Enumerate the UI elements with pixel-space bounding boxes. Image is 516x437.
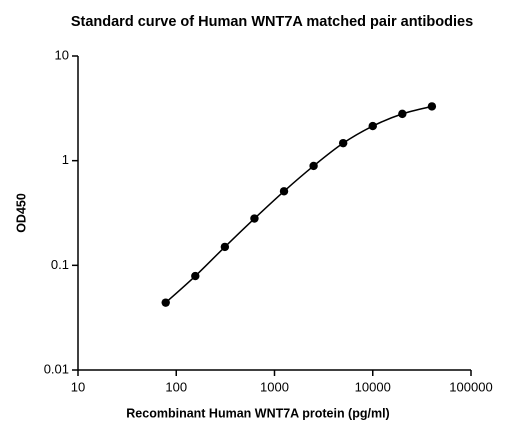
point bbox=[427, 102, 437, 111]
x-axis-title: Recombinant Human WNT7A protein (pg/ml) bbox=[126, 406, 389, 420]
point bbox=[220, 242, 230, 252]
chart-title: Standard curve of Human WNT7A matched pa… bbox=[71, 14, 473, 30]
point bbox=[191, 271, 200, 281]
point bbox=[338, 138, 348, 148]
x-tick-label: 10 bbox=[71, 379, 85, 394]
point bbox=[279, 187, 289, 196]
point bbox=[398, 109, 407, 119]
point bbox=[161, 298, 170, 307]
x-tick-label: 10000 bbox=[355, 379, 391, 394]
y-tick-label: 0.1 bbox=[51, 257, 69, 272]
point bbox=[309, 161, 318, 171]
x-tick-label: 100000 bbox=[449, 379, 492, 394]
y-tick-label: 1 bbox=[62, 152, 69, 167]
x-tick-label: 1000 bbox=[260, 379, 289, 394]
y-tick-label: 10 bbox=[55, 47, 69, 62]
point bbox=[368, 121, 377, 131]
curve bbox=[165, 105, 433, 304]
point bbox=[250, 214, 259, 223]
y-axis-title: OD450 bbox=[14, 193, 28, 233]
y-tick-label: 0.01 bbox=[44, 361, 69, 376]
x-tick-label: 100 bbox=[165, 379, 187, 394]
